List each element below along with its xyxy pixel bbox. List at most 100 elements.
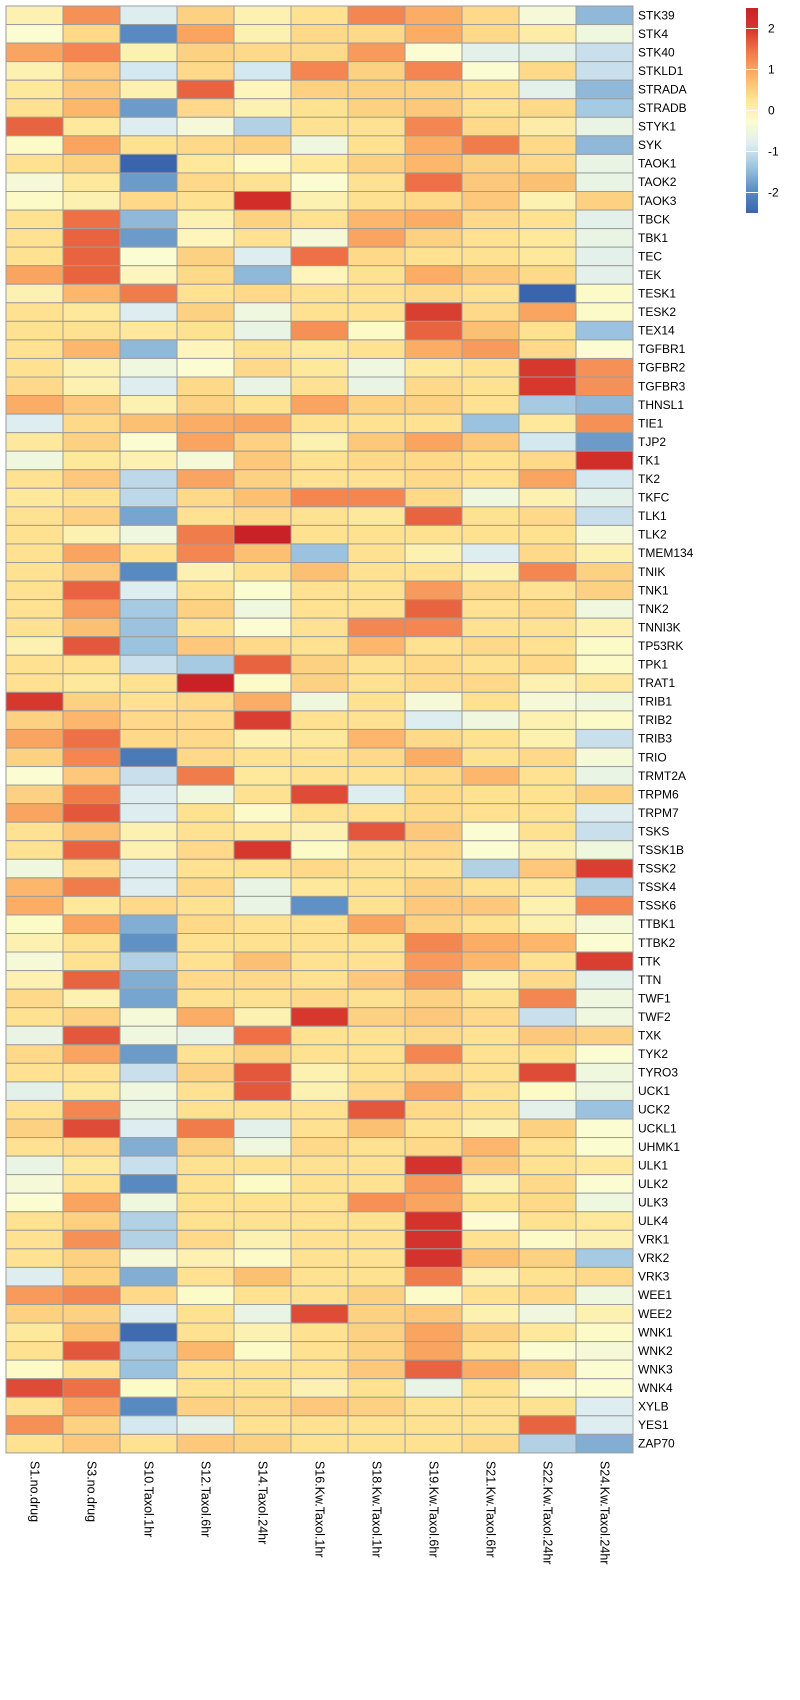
heatmap-cell bbox=[461, 5, 520, 26]
heatmap-cell bbox=[62, 24, 121, 44]
heatmap-cell bbox=[461, 376, 520, 397]
heatmap-cell bbox=[404, 1137, 463, 1157]
heatmap-cell bbox=[233, 1155, 292, 1176]
heatmap-cell bbox=[233, 1174, 292, 1194]
heatmap-cell bbox=[176, 1155, 235, 1176]
heatmap-cell bbox=[290, 469, 349, 489]
row-label: TNK1 bbox=[638, 583, 669, 597]
row-label: STRADA bbox=[638, 82, 687, 96]
heatmap-cell bbox=[176, 265, 235, 285]
heatmap-cell bbox=[5, 1062, 64, 1083]
heatmap-cell bbox=[62, 1137, 121, 1157]
heatmap-cell bbox=[5, 395, 64, 415]
heatmap-cell bbox=[119, 116, 178, 137]
heatmap-cell bbox=[461, 951, 520, 972]
heatmap-cell bbox=[290, 172, 349, 192]
column-labels: S1.no.drug S3.no.drug S10.Taxol.1hr S12.Tax… bbox=[28, 1461, 612, 1565]
heatmap-cell bbox=[119, 1266, 178, 1287]
heatmap-cell bbox=[461, 710, 520, 730]
heatmap-cell bbox=[575, 580, 634, 601]
row-label: TSSK4 bbox=[638, 880, 676, 894]
heatmap-cell bbox=[5, 654, 64, 675]
heatmap-cell bbox=[518, 1415, 577, 1435]
heatmap-cell bbox=[461, 135, 520, 155]
heatmap-cell bbox=[62, 543, 121, 564]
heatmap-cell bbox=[233, 766, 292, 786]
heatmap-cell bbox=[62, 320, 121, 341]
heatmap-cell bbox=[518, 803, 577, 823]
heatmap-cell bbox=[347, 951, 406, 972]
heatmap-cell bbox=[119, 1007, 178, 1027]
heatmap-cell bbox=[518, 1062, 577, 1083]
heatmap-cell bbox=[347, 1025, 406, 1046]
heatmap-cell bbox=[176, 803, 235, 823]
heatmap-cell bbox=[176, 432, 235, 452]
heatmap-cell bbox=[518, 98, 577, 118]
heatmap-cell bbox=[176, 766, 235, 786]
heatmap-cell bbox=[233, 339, 292, 359]
heatmap-cell bbox=[461, 728, 520, 749]
heatmap-cell bbox=[5, 79, 64, 100]
heatmap-cell bbox=[233, 357, 292, 378]
heatmap-cell bbox=[119, 357, 178, 378]
heatmap-cell bbox=[518, 283, 577, 304]
heatmap-cell bbox=[347, 858, 406, 879]
heatmap-cell bbox=[290, 1378, 349, 1398]
heatmap-cell bbox=[347, 1192, 406, 1213]
heatmap-cell bbox=[290, 116, 349, 137]
heatmap-cell bbox=[575, 691, 634, 712]
heatmap-cell bbox=[5, 784, 64, 805]
heatmap-cell bbox=[62, 413, 121, 434]
heatmap-cell bbox=[347, 803, 406, 823]
heatmap-cell bbox=[119, 1341, 178, 1361]
heatmap-cell bbox=[119, 1155, 178, 1176]
heatmap-cell bbox=[404, 191, 463, 211]
heatmap-cell bbox=[404, 1174, 463, 1194]
heatmap-cell bbox=[347, 116, 406, 137]
heatmap-cell bbox=[461, 283, 520, 304]
heatmap-cell bbox=[575, 302, 634, 322]
heatmap-cell bbox=[404, 1007, 463, 1027]
heatmap-cell bbox=[290, 580, 349, 601]
heatmap-cell bbox=[575, 1378, 634, 1398]
heatmap-cell bbox=[290, 339, 349, 359]
row-label: ZAP70 bbox=[638, 1437, 675, 1451]
heatmap-cell bbox=[461, 858, 520, 879]
heatmap-cell bbox=[290, 673, 349, 693]
heatmap-cell bbox=[518, 320, 577, 341]
heatmap-cell bbox=[404, 172, 463, 192]
heatmap-cell bbox=[176, 1359, 235, 1380]
heatmap-cell bbox=[176, 1137, 235, 1157]
heatmap-cell bbox=[62, 98, 121, 118]
color-legend: 2 1 0 -1 -2 bbox=[746, 8, 779, 213]
row-label: TYK2 bbox=[638, 1047, 668, 1061]
column-label: S19.Kw.Taxol.6hr bbox=[427, 1461, 441, 1558]
heatmap-cell bbox=[62, 895, 121, 916]
heatmap-cell bbox=[404, 302, 463, 322]
heatmap-cell bbox=[290, 1174, 349, 1194]
heatmap-cell bbox=[575, 432, 634, 452]
heatmap-cell bbox=[575, 246, 634, 267]
heatmap-cell bbox=[5, 506, 64, 526]
heatmap-cell bbox=[176, 691, 235, 712]
heatmap-cell bbox=[176, 283, 235, 304]
heatmap-cell bbox=[62, 357, 121, 378]
heatmap-cell bbox=[233, 1266, 292, 1287]
heatmap-cell bbox=[233, 821, 292, 842]
heatmap-cell bbox=[62, 673, 121, 693]
heatmap-cell bbox=[62, 691, 121, 712]
heatmap-cell bbox=[5, 914, 64, 935]
heatmap-cell bbox=[461, 172, 520, 192]
heatmap-cell bbox=[5, 877, 64, 897]
heatmap-cell bbox=[5, 1378, 64, 1398]
heatmap-cell bbox=[233, 395, 292, 415]
heatmap-cell bbox=[518, 1433, 577, 1454]
heatmap-cell bbox=[119, 432, 178, 452]
heatmap-cell bbox=[404, 1081, 463, 1101]
heatmap-cell bbox=[119, 1229, 178, 1250]
row-label: TMEM134 bbox=[638, 546, 694, 560]
heatmap-cell bbox=[404, 1192, 463, 1213]
heatmap-cell bbox=[62, 599, 121, 619]
heatmap-cell bbox=[176, 1192, 235, 1213]
heatmap-cell bbox=[5, 1396, 64, 1417]
